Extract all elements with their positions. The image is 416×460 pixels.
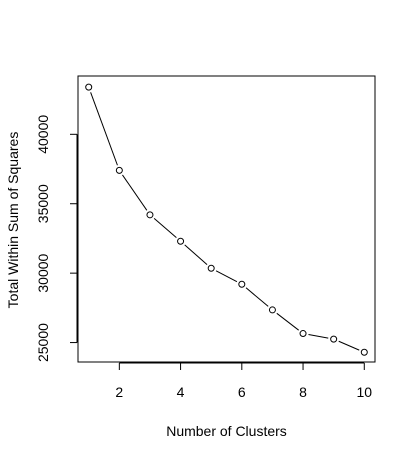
x-tick-label: 4 (177, 384, 185, 400)
series-line-segment (338, 340, 360, 351)
series-layer (85, 83, 368, 356)
series-line-segment (153, 218, 177, 239)
x-tick-label: 6 (238, 384, 246, 400)
series-line-segment (90, 92, 118, 166)
x-axis: 2 4 6 8 10 (115, 362, 372, 400)
data-point (268, 306, 276, 314)
series-line-segment (122, 174, 148, 211)
y-tick-label: 35000 (35, 184, 51, 223)
y-tick-label: 40000 (35, 115, 51, 154)
data-point (299, 330, 307, 338)
x-tick-label: 2 (115, 384, 123, 400)
series-line-segment (308, 334, 329, 339)
series-line-segment (184, 244, 208, 266)
data-point (330, 335, 338, 343)
data-point (238, 280, 246, 288)
x-tick-label: 10 (356, 384, 372, 400)
data-point (360, 348, 368, 356)
plot-frame (77, 75, 376, 363)
x-axis-label: Number of Clusters (166, 423, 287, 439)
series-line-segment (276, 312, 299, 331)
data-point (207, 264, 215, 272)
data-point (85, 83, 93, 91)
series-line-segment (215, 270, 238, 283)
data-point (115, 166, 123, 174)
series-line-segment (245, 287, 269, 307)
data-point (146, 211, 154, 219)
y-tick-label: 25000 (35, 323, 51, 362)
x-tick-label: 8 (299, 384, 307, 400)
y-axis-label: Total Within Sum of Squares (5, 132, 21, 309)
y-axis: 25000 30000 35000 40000 (35, 115, 78, 362)
data-point (177, 237, 185, 245)
y-tick-label: 30000 (35, 253, 51, 292)
